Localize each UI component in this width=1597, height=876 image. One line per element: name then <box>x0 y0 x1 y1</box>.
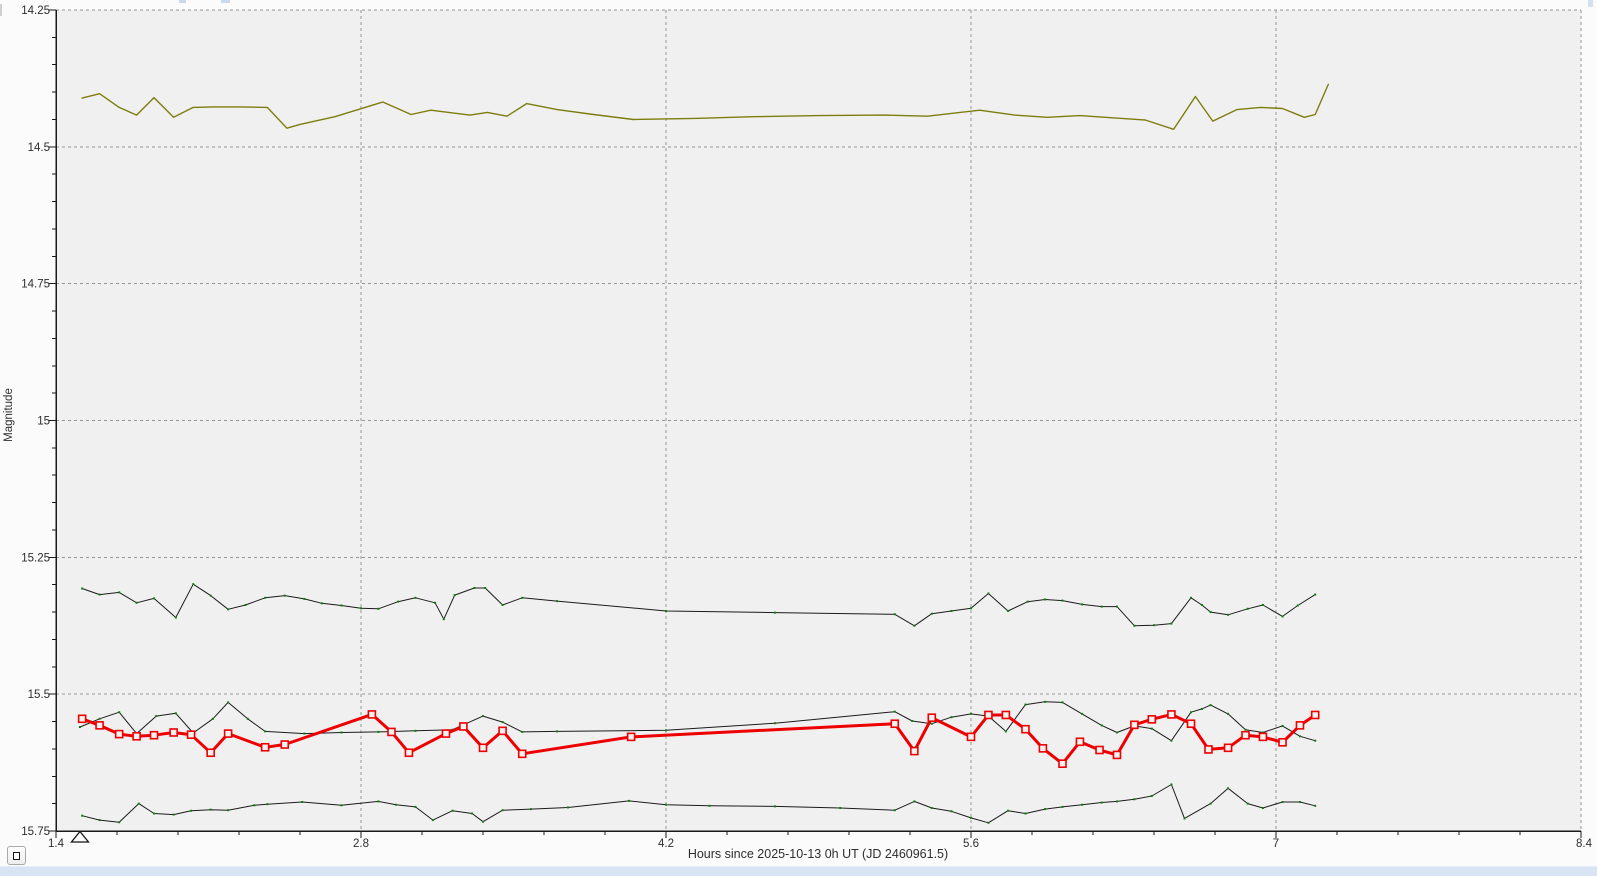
svg-text:4.2: 4.2 <box>658 838 674 850</box>
series-comparison-line-lower-black <box>81 783 1317 824</box>
svg-text:8.4: 8.4 <box>1576 838 1593 850</box>
reset-zoom-button[interactable] <box>7 846 26 865</box>
triangle-axis-marker <box>70 830 90 843</box>
series-comparison-line-olive <box>81 83 1329 130</box>
svg-text:14.75: 14.75 <box>21 279 50 291</box>
svg-text:7: 7 <box>1273 838 1279 850</box>
y-axis-title: Magnitude <box>3 388 15 442</box>
window-artifact <box>0 4 2 16</box>
y-tick-labels: 14.25 14.5 14.75 15 15.25 15.5 15.75 <box>21 5 50 838</box>
svg-text:15.75: 15.75 <box>21 826 50 838</box>
x-axis-title: Hours since 2025-10-13 0h UT (JD 2460961… <box>688 847 948 861</box>
window-artifact <box>221 0 230 3</box>
svg-text:15.5: 15.5 <box>28 689 50 701</box>
window-artifact <box>179 0 186 3</box>
tick-marks <box>49 9 1582 838</box>
svg-text:15: 15 <box>37 416 50 428</box>
series-comparison-line-middle-black <box>78 700 1317 742</box>
window-artifact <box>1588 0 1593 7</box>
svg-text:1.4: 1.4 <box>48 838 65 850</box>
x-tick-labels: 1.4 2.8 4.2 5.6 7 8.4 <box>48 838 1593 850</box>
gridlines <box>56 9 1582 831</box>
svg-text:14.5: 14.5 <box>28 142 50 154</box>
status-bar <box>0 866 1597 876</box>
svg-text:14.25: 14.25 <box>21 5 50 17</box>
series-target-line-red <box>77 710 1320 768</box>
svg-text:15.25: 15.25 <box>21 552 50 564</box>
svg-text:2.8: 2.8 <box>353 838 369 850</box>
svg-text:5.6: 5.6 <box>963 838 979 850</box>
square-icon <box>13 851 20 860</box>
series-comparison-line-upper-black <box>81 583 1317 627</box>
